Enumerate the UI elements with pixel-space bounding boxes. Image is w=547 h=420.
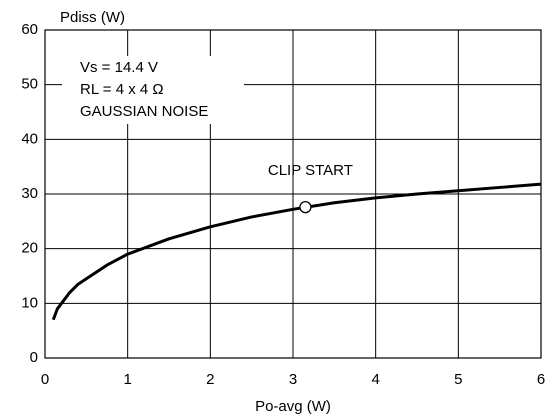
x-tick-label: 0 xyxy=(41,371,49,388)
x-tick-label: 2 xyxy=(206,371,214,388)
x-tick-label: 3 xyxy=(289,371,297,388)
y-tick-label: 10 xyxy=(21,294,38,311)
x-tick-label: 1 xyxy=(123,371,131,388)
clip-marker xyxy=(299,200,312,214)
y-tick-label: 50 xyxy=(21,76,38,93)
x-tick-label: 6 xyxy=(537,371,545,388)
y-tick-label: 0 xyxy=(30,349,38,366)
x-axis-label: Po-avg (W) xyxy=(255,398,331,415)
x-tick-label: 5 xyxy=(454,371,462,388)
y-tick-label: 30 xyxy=(21,185,38,202)
y-tick-label: 40 xyxy=(21,130,38,147)
annotation: Vs = 14.4 V xyxy=(80,59,158,76)
marker-label: CLIP START xyxy=(268,162,353,179)
annotation-box xyxy=(62,56,244,124)
x-tick-label: 4 xyxy=(371,371,379,388)
annotation: RL = 4 x 4 Ω xyxy=(80,81,164,98)
annotation: GAUSSIAN NOISE xyxy=(80,103,208,120)
y-axis-label: Pdiss (W) xyxy=(60,9,125,26)
series-line xyxy=(51,182,542,321)
y-tick-label: 60 xyxy=(21,21,38,38)
plot-frame xyxy=(44,29,542,359)
y-tick-label: 20 xyxy=(21,240,38,257)
